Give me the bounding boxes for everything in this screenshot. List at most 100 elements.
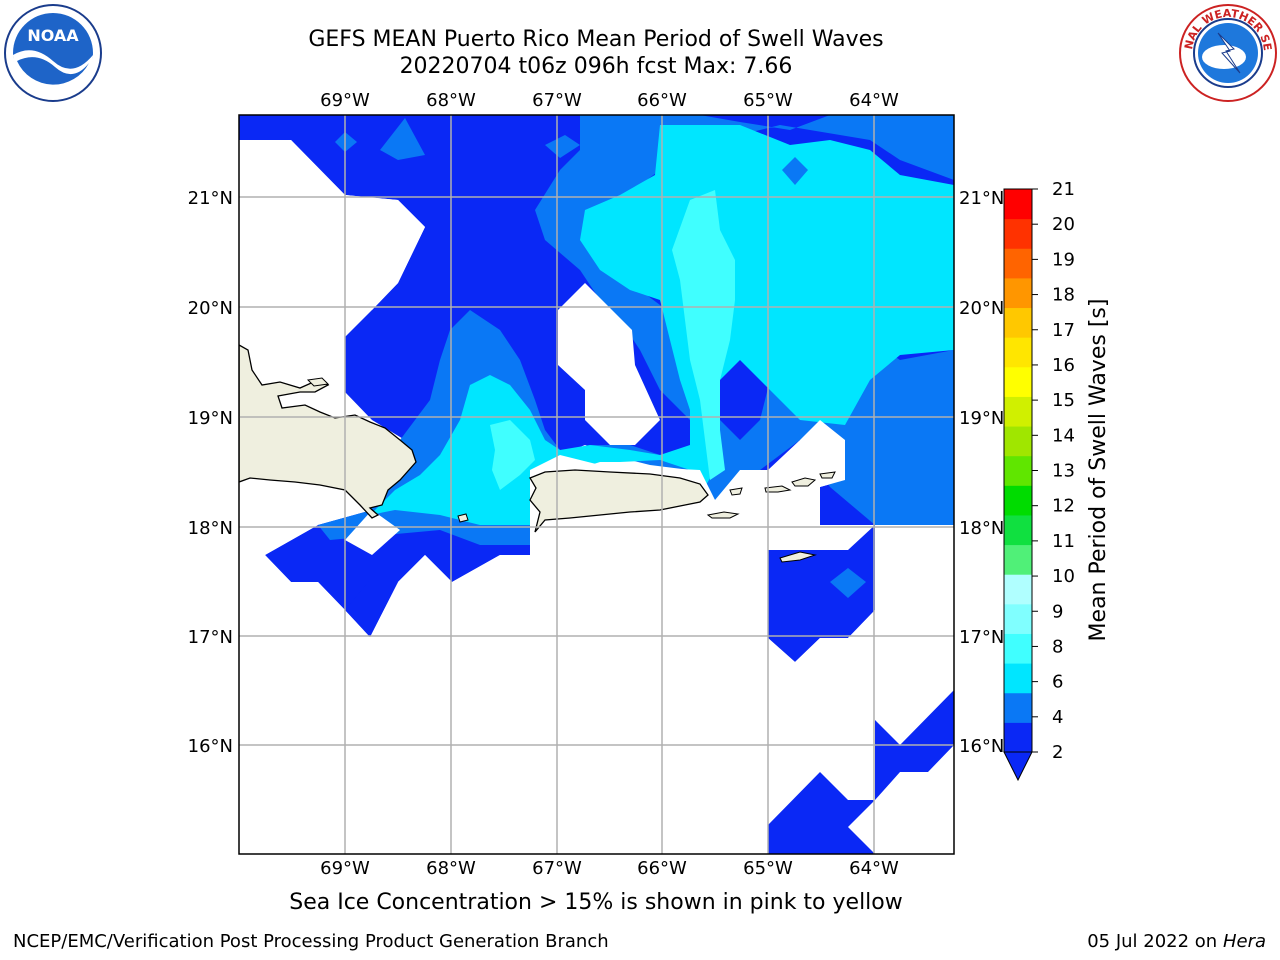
map-title: GEFS MEAN Puerto Rico Mean Period of Swe…: [308, 27, 884, 52]
lat-label-left: 16°N: [188, 736, 233, 757]
missing-area-7: [239, 525, 345, 854]
colorbar-tick-label: 10: [1052, 566, 1075, 587]
colorbar-swatch: [1004, 544, 1032, 575]
footer-date: 05 Jul 2022 on Hera: [1087, 931, 1266, 952]
noaa-logo-text: NOAA: [27, 26, 79, 45]
colorbar-tick-label: 11: [1052, 531, 1075, 552]
colorbar-tick-label: 20: [1052, 214, 1075, 235]
colorbar: 2 4 6 8 9 10 11 12 13 14 15 16 17 18 19 20 21: [1003, 179, 1075, 782]
missing-area-8: [345, 455, 954, 854]
lat-labels: 21°N 20°N 19°N 18°N 17°N 16°N 21°N 20°N …: [188, 188, 1005, 757]
lon-label-bottom: 64°W: [849, 858, 899, 879]
map-gridlines: [239, 115, 954, 854]
land-mona: [457, 513, 469, 523]
swell-field-spot-1: [782, 157, 808, 185]
lat-label-left: 18°N: [188, 518, 233, 539]
colorbar-tick-label: 15: [1052, 390, 1075, 411]
colorbar-swatch: [1004, 633, 1032, 664]
lat-label-right: 18°N: [959, 518, 1004, 539]
colorbar-tick-label: 21: [1052, 179, 1075, 200]
colorbar-swatch: [1004, 337, 1032, 368]
footer-branch: NCEP/EMC/Verification Post Processing Pr…: [13, 931, 609, 952]
colorbar-tick-label: 18: [1052, 285, 1075, 306]
swell-field-south-1: [768, 690, 954, 854]
land-virgin-islands-1: [764, 485, 792, 493]
colorbar-tick-label: 17: [1052, 320, 1075, 341]
lat-label-left: 17°N: [188, 627, 233, 648]
land-virgin-islands-3: [819, 471, 836, 479]
lat-label-left: 19°N: [188, 408, 233, 429]
colorbar-tick-label: 4: [1052, 707, 1063, 728]
map-frame: [238, 114, 955, 855]
lat-label-right: 17°N: [959, 627, 1004, 648]
colorbar-tick-label: 8: [1052, 636, 1063, 657]
lon-label-top: 65°W: [743, 90, 793, 111]
land-virgin-islands-2: [791, 477, 817, 487]
missing-area-6: [239, 255, 345, 392]
colorbar-tick-label: 6: [1052, 672, 1063, 693]
lon-label-bottom: 69°W: [320, 858, 370, 879]
colorbar-swatch: [1004, 218, 1032, 249]
colorbar-label: Mean Period of Swell Waves [s]: [1086, 299, 1111, 642]
colorbar-swatch: [1004, 485, 1032, 516]
swell-field-cyan: [370, 125, 954, 525]
swell-field-light-cyan-2: [490, 420, 535, 490]
lon-label-top: 64°W: [849, 90, 899, 111]
colorbar-tick-label: 14: [1052, 425, 1075, 446]
colorbar-under-arrow: [1003, 751, 1033, 782]
colorbar-swatch: [1004, 603, 1032, 634]
land-vieques: [706, 511, 740, 519]
swell-field-spot-2: [830, 568, 866, 598]
colorbar-tick-label: 2: [1052, 742, 1063, 763]
swell-field-spot-5: [545, 135, 580, 158]
lon-label-bottom: 65°W: [743, 858, 793, 879]
lon-labels: 69°W 68°W 67°W 66°W 65°W 64°W 69°W 68°W …: [320, 90, 899, 879]
lat-label-right: 21°N: [959, 188, 1004, 209]
map-subtitle: 20220704 t06z 096h fcst Max: 7.66: [399, 54, 793, 79]
lon-label-top: 69°W: [320, 90, 370, 111]
colorbar-tick-label: 16: [1052, 355, 1075, 376]
missing-area-9: [800, 420, 845, 487]
missing-area-2: [265, 337, 318, 392]
lon-label-top: 67°W: [532, 90, 582, 111]
colorbar-swatch: [1004, 663, 1032, 694]
lat-label-right: 19°N: [959, 408, 1004, 429]
swell-field-spot-4: [380, 118, 425, 160]
colorbar-swatch: [1004, 307, 1032, 338]
sea-ice-note: Sea Ice Concentration > 15% is shown in …: [289, 890, 903, 915]
swell-field-light-cyan: [672, 190, 735, 480]
colorbar-swatch: [1004, 366, 1032, 397]
lat-label-left: 21°N: [188, 188, 233, 209]
lon-label-top: 66°W: [637, 90, 687, 111]
nws-logo-icon: NATIONAL WEATHER SERVICE: [1178, 3, 1277, 102]
noaa-logo-icon: NOAA: [4, 4, 102, 102]
colorbar-swatch: [1004, 574, 1032, 605]
colorbar-swatch: [1004, 692, 1032, 723]
colorbar-swatch: [1004, 248, 1032, 279]
colorbar-swatch: [1004, 189, 1032, 220]
colorbar-tick-label: 19: [1052, 249, 1075, 270]
colorbar-swatch: [1004, 426, 1032, 457]
footer-machine: Hera: [1222, 931, 1266, 952]
colorbar-tick-label: 13: [1052, 461, 1075, 482]
lat-label-right: 16°N: [959, 736, 1004, 757]
colorbar-tick-label: 9: [1052, 601, 1063, 622]
map-plot-area: [239, 115, 954, 854]
lon-label-bottom: 67°W: [532, 858, 582, 879]
colorbar-tick-label: 12: [1052, 496, 1075, 517]
lat-label-left: 20°N: [188, 298, 233, 319]
lat-label-right: 20°N: [959, 298, 1004, 319]
colorbar-swatch: [1004, 277, 1032, 309]
lon-label-top: 68°W: [426, 90, 476, 111]
land-st-croix: [779, 551, 817, 563]
swell-field-spot-3: [335, 132, 357, 152]
swell-field-south-2: [345, 580, 398, 637]
land-puerto-rico: [529, 469, 709, 533]
footer-date-text: 05 Jul 2022 on: [1087, 931, 1223, 952]
land-culebra: [729, 487, 743, 496]
colorbar-swatch: [1004, 514, 1032, 546]
land-tortuga: [306, 377, 330, 387]
missing-area-5: [239, 140, 425, 310]
lon-label-bottom: 68°W: [426, 858, 476, 879]
